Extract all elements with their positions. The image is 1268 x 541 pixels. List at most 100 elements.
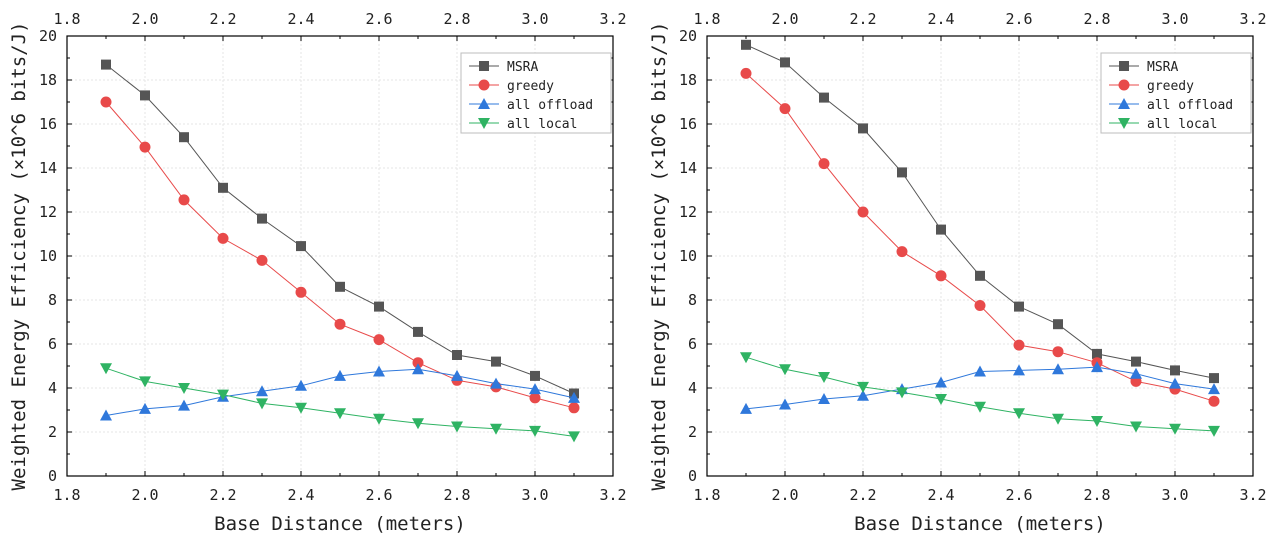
data-point xyxy=(100,96,112,108)
data-point xyxy=(295,402,307,414)
data-point xyxy=(568,402,580,414)
data-point xyxy=(100,363,112,375)
y-tick-label: 2 xyxy=(688,423,697,441)
data-point xyxy=(139,141,151,153)
x-tick-label-bottom: 2.0 xyxy=(131,486,158,504)
data-point xyxy=(897,167,907,178)
data-point xyxy=(257,213,267,224)
x-tick-label-bottom: 2.8 xyxy=(1083,486,1110,504)
data-point xyxy=(974,300,986,311)
x-tick-label-bottom: 3.2 xyxy=(599,486,626,504)
x-tick-label-bottom: 2.2 xyxy=(849,486,876,504)
data-point xyxy=(1208,383,1220,395)
data-point xyxy=(529,392,541,404)
data-point xyxy=(412,363,424,375)
legend: MSRA greedy all offload all local xyxy=(460,52,612,134)
data-point xyxy=(857,389,869,401)
data-point xyxy=(491,356,501,367)
data-point xyxy=(1013,364,1025,376)
chart-panel-1: 1.8 1.8 2.0 2.0 2.2 2.2 2.4 2.4 2.6 2.6 2.8 2.8 3.0 3… xyxy=(8,10,627,535)
x-tick-label-bottom: 2.8 xyxy=(443,486,470,504)
data-point xyxy=(256,398,268,410)
data-point xyxy=(373,365,385,377)
data-point xyxy=(1053,319,1063,330)
data-point xyxy=(101,59,111,70)
legend-label: greedy xyxy=(507,79,554,94)
y-tick-label: 0 xyxy=(688,467,697,485)
data-point xyxy=(818,393,830,404)
data-point xyxy=(1091,416,1103,427)
data-point xyxy=(974,401,986,413)
data-point xyxy=(1208,425,1220,437)
legend-label: all offload xyxy=(1147,98,1233,113)
y-axis-label: Weighted Energy Efficiency (×10^6 bits/J… xyxy=(8,22,30,491)
legend-marker xyxy=(1118,79,1130,91)
y-axis-label: Weighted Energy Efficiency (×10^6 bits/J… xyxy=(648,22,670,491)
y-tick-label: 8 xyxy=(48,291,57,309)
data-point xyxy=(178,194,190,206)
data-point xyxy=(896,387,908,399)
x-tick-label-top: 3.0 xyxy=(1161,10,1188,28)
data-point xyxy=(780,57,790,68)
data-point xyxy=(935,394,947,405)
data-point xyxy=(935,270,947,282)
y-tick-label: 4 xyxy=(48,379,57,397)
data-point xyxy=(296,241,306,252)
series-all-local xyxy=(100,363,580,443)
x-axis-label: Base Distance (meters) xyxy=(214,513,466,535)
data-point xyxy=(334,318,346,330)
data-point xyxy=(1209,373,1219,384)
legend-label: MSRA xyxy=(507,60,538,75)
data-point xyxy=(1013,339,1025,351)
data-point xyxy=(412,357,424,369)
data-point xyxy=(335,281,345,292)
data-point xyxy=(858,123,868,134)
x-tick-label-top: 2.4 xyxy=(927,10,954,28)
y-tick-label: 12 xyxy=(679,203,697,221)
data-point xyxy=(1130,421,1142,433)
series-all-offload xyxy=(100,363,580,421)
y-tick-label: 0 xyxy=(48,467,57,485)
y-tick-label: 18 xyxy=(39,71,57,89)
data-point xyxy=(178,399,190,411)
x-tick-label-bottom: 2.4 xyxy=(287,486,314,504)
data-point xyxy=(218,182,228,193)
x-tick-label-bottom: 3.0 xyxy=(521,486,548,504)
data-point xyxy=(530,370,540,381)
x-tick-label-bottom: 2.6 xyxy=(365,486,392,504)
data-point xyxy=(818,372,830,383)
data-point xyxy=(568,391,580,403)
legend-marker xyxy=(478,98,490,109)
legend-label: all offload xyxy=(507,98,593,113)
data-point xyxy=(779,364,791,376)
data-point xyxy=(974,365,986,377)
series-msra xyxy=(741,39,1219,384)
x-tick-label-top: 2.2 xyxy=(209,10,236,28)
data-point xyxy=(779,103,791,115)
data-point xyxy=(373,334,385,346)
data-point xyxy=(334,369,346,381)
data-point xyxy=(857,381,869,393)
legend-label: MSRA xyxy=(1147,60,1178,75)
data-point xyxy=(451,421,463,433)
data-point xyxy=(490,423,502,435)
data-point xyxy=(373,413,385,425)
y-tick-label: 20 xyxy=(39,27,57,45)
data-point xyxy=(295,379,307,391)
x-tick-label-top: 2.6 xyxy=(365,10,392,28)
data-point xyxy=(975,270,985,281)
data-point xyxy=(412,418,424,430)
data-point xyxy=(740,352,752,364)
x-axis-label: Base Distance (meters) xyxy=(854,513,1106,535)
x-tick-label-bottom: 3.0 xyxy=(1161,486,1188,504)
legend-marker xyxy=(478,79,490,91)
data-point xyxy=(936,224,946,235)
legend-marker xyxy=(478,118,490,129)
y-tick-label: 10 xyxy=(679,247,697,265)
x-tick-label-bottom: 3.2 xyxy=(1239,486,1266,504)
y-tick-label: 2 xyxy=(48,423,57,441)
data-point xyxy=(256,385,268,397)
data-point xyxy=(1169,423,1181,435)
x-tick-label-top: 3.0 xyxy=(521,10,548,28)
